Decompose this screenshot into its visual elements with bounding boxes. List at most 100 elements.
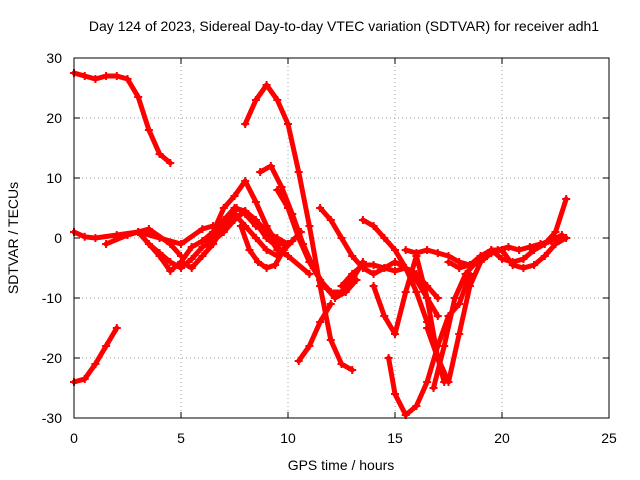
- data-point-marker: [380, 234, 389, 242]
- data-point-marker: [508, 258, 517, 266]
- data-point-marker: [91, 75, 100, 83]
- data-point-marker: [134, 93, 143, 101]
- data-point-marker: [331, 294, 340, 302]
- data-point-marker: [401, 288, 410, 296]
- data-point-marker: [284, 120, 292, 128]
- x-tick-label: 5: [177, 430, 185, 446]
- data-point-marker: [476, 252, 485, 260]
- data-point-marker: [455, 300, 464, 308]
- data-point-marker: [80, 375, 89, 383]
- data-point-marker: [232, 204, 241, 212]
- data-point-marker: [455, 330, 464, 338]
- data-point-marker: [187, 255, 196, 263]
- series-arc-10: [238, 223, 304, 271]
- data-point-marker: [166, 258, 175, 266]
- data-point-marker: [412, 249, 421, 257]
- data-point-marker: [316, 204, 325, 212]
- data-point-marker: [224, 222, 233, 230]
- data-point-marker: [273, 96, 282, 104]
- data-point-marker: [401, 246, 410, 254]
- data-point-marker: [266, 162, 275, 170]
- data-point-marker: [369, 282, 378, 290]
- data-point-marker: [251, 234, 260, 242]
- data-point-marker: [254, 258, 263, 266]
- data-point-marker: [440, 342, 449, 350]
- data-point-marker: [316, 318, 325, 326]
- data-point-marker: [209, 240, 218, 248]
- data-point-marker: [262, 81, 271, 89]
- data-point-marker: [80, 72, 89, 80]
- data-point-marker: [487, 246, 496, 254]
- data-point-marker: [251, 222, 260, 230]
- data-point-marker: [562, 195, 571, 203]
- data-point-marker: [236, 222, 245, 230]
- y-tick-label: -30: [42, 410, 62, 426]
- data-point-marker: [241, 120, 250, 128]
- data-point-marker: [519, 264, 528, 272]
- data-point-marker: [423, 246, 432, 254]
- series-arc-1: [71, 70, 173, 166]
- data-point-marker: [144, 126, 153, 134]
- data-point-marker: [277, 183, 286, 191]
- data-point-marker: [144, 225, 153, 233]
- data-point-marker: [123, 75, 132, 83]
- data-point-marker: [326, 288, 335, 296]
- data-point-marker: [177, 258, 185, 266]
- data-point-marker: [358, 261, 367, 269]
- data-point-marker: [279, 246, 288, 254]
- x-tick-label: 25: [601, 430, 617, 446]
- data-point-marker: [551, 228, 560, 236]
- data-point-marker: [348, 270, 357, 278]
- data-point-marker: [551, 240, 560, 248]
- data-point-marker: [198, 237, 207, 245]
- x-tick-label: 0: [70, 430, 78, 446]
- data-point-marker: [530, 261, 539, 269]
- data-point-marker: [316, 276, 325, 284]
- data-point-marker: [326, 336, 335, 344]
- series-arc-2: [71, 325, 120, 385]
- data-point-marker: [380, 264, 389, 272]
- data-point-marker: [384, 354, 393, 362]
- data-point-marker: [358, 216, 367, 224]
- data-point-marker: [91, 234, 100, 242]
- data-point-marker: [91, 360, 100, 368]
- y-axis-label: SDTVAR / TECUs: [5, 182, 21, 294]
- data-point-marker: [134, 228, 143, 236]
- data-point-marker: [433, 249, 442, 257]
- data-point-marker: [262, 264, 271, 272]
- series-arc-15: [317, 205, 441, 319]
- data-point-marker: [498, 246, 506, 254]
- data-point-marker: [525, 243, 534, 251]
- data-point-marker: [102, 342, 111, 350]
- x-tick-label: 15: [387, 430, 403, 446]
- data-point-marker: [262, 246, 271, 254]
- data-point-marker: [465, 261, 474, 269]
- data-point-marker: [391, 330, 399, 338]
- data-point-marker: [112, 324, 121, 332]
- data-point-marker: [348, 366, 357, 374]
- data-point-marker: [166, 267, 175, 275]
- data-point-marker: [423, 324, 432, 332]
- data-point-marker: [155, 249, 164, 257]
- data-point-marker: [369, 261, 378, 269]
- data-point-marker: [294, 168, 303, 176]
- y-tick-label: -20: [42, 350, 62, 366]
- data-point-marker: [271, 261, 280, 269]
- data-point-marker: [433, 312, 442, 320]
- data-point-marker: [412, 402, 421, 410]
- data-point-marker: [423, 378, 432, 386]
- data-point-marker: [337, 360, 346, 368]
- data-point-marker: [348, 252, 357, 260]
- data-point-marker: [391, 246, 399, 254]
- data-point-marker: [102, 72, 111, 80]
- data-point-marker: [230, 192, 239, 200]
- data-point-marker: [369, 222, 378, 230]
- data-point-marker: [515, 246, 524, 254]
- y-tick-label: 30: [46, 50, 62, 66]
- data-point-marker: [461, 270, 470, 278]
- data-point-marker: [251, 96, 260, 104]
- data-point-marker: [273, 186, 282, 194]
- chart-title: Day 124 of 2023, Sidereal Day-to-day VTE…: [89, 18, 599, 34]
- data-point-marker: [519, 255, 528, 263]
- data-point-marker: [80, 232, 89, 241]
